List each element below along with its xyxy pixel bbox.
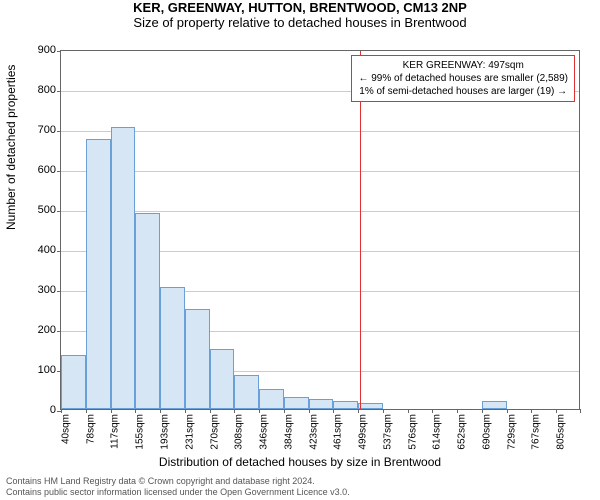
y-tick-label: 900	[26, 44, 56, 56]
x-tick-label: 117sqm	[110, 414, 121, 449]
gridline	[61, 211, 579, 212]
x-tick	[284, 409, 285, 413]
y-tick	[57, 91, 61, 92]
y-tick	[57, 251, 61, 252]
histogram-bar	[358, 403, 383, 409]
footer-attribution: Contains HM Land Registry data © Crown c…	[6, 476, 350, 498]
y-tick-label: 800	[26, 84, 56, 96]
x-tick	[358, 409, 359, 413]
y-axis-label: Number of detached properties	[4, 65, 18, 230]
x-tick-label: 308sqm	[234, 414, 245, 450]
x-tick	[408, 409, 409, 413]
x-tick-label: 805sqm	[556, 414, 567, 450]
x-tick	[457, 409, 458, 413]
annotation-line-3: 1% of semi-detached houses are larger (1…	[358, 85, 568, 98]
histogram-bar	[86, 139, 111, 409]
x-tick	[135, 409, 136, 413]
x-tick-label: 652sqm	[457, 414, 468, 450]
x-tick	[556, 409, 557, 413]
histogram-bar	[284, 397, 309, 409]
x-tick-label: 729sqm	[506, 414, 517, 450]
x-tick	[333, 409, 334, 413]
gridline	[61, 131, 579, 132]
x-tick-label: 231sqm	[184, 414, 195, 450]
x-tick	[580, 409, 581, 413]
histogram-bar	[111, 127, 136, 409]
chart-plot-area: 40sqm78sqm117sqm155sqm193sqm231sqm270sqm…	[60, 50, 580, 410]
gridline	[61, 171, 579, 172]
x-tick	[507, 409, 508, 413]
annotation-line-2: ← 99% of detached houses are smaller (2,…	[358, 72, 568, 85]
x-tick-label: 537sqm	[382, 414, 393, 450]
histogram-bar	[234, 375, 259, 409]
y-tick	[57, 331, 61, 332]
x-tick-label: 155sqm	[135, 414, 146, 450]
annotation-box: KER GREENWAY: 497sqm← 99% of detached ho…	[351, 55, 575, 102]
x-tick-label: 346sqm	[259, 414, 270, 450]
x-tick-label: 423sqm	[308, 414, 319, 450]
x-tick	[383, 409, 384, 413]
y-tick-label: 600	[26, 164, 56, 176]
histogram-bar	[61, 355, 86, 409]
annotation-line-1: KER GREENWAY: 497sqm	[358, 59, 568, 72]
x-tick	[61, 409, 62, 413]
x-tick-label: 384sqm	[283, 414, 294, 450]
x-tick-label: 614sqm	[432, 414, 443, 450]
x-tick	[210, 409, 211, 413]
y-tick	[57, 171, 61, 172]
x-tick-label: 193sqm	[160, 414, 171, 450]
y-tick-label: 0	[26, 404, 56, 416]
x-tick	[432, 409, 433, 413]
x-tick-label: 576sqm	[407, 414, 418, 450]
y-tick-label: 300	[26, 284, 56, 296]
footer-line-2: Contains public sector information licen…	[6, 487, 350, 498]
y-tick-label: 400	[26, 244, 56, 256]
x-tick-label: 767sqm	[531, 414, 542, 450]
y-tick-label: 200	[26, 324, 56, 336]
x-tick-label: 461sqm	[333, 414, 344, 450]
x-tick	[86, 409, 87, 413]
y-tick-label: 100	[26, 364, 56, 376]
histogram-bar	[482, 401, 507, 409]
histogram-bar	[309, 399, 334, 409]
histogram-bar	[185, 309, 210, 409]
x-tick-label: 40sqm	[60, 414, 71, 444]
x-tick	[160, 409, 161, 413]
x-tick-label: 78sqm	[85, 414, 96, 444]
x-axis-label: Distribution of detached houses by size …	[0, 455, 600, 469]
x-tick	[482, 409, 483, 413]
x-tick	[185, 409, 186, 413]
footer-line-1: Contains HM Land Registry data © Crown c…	[6, 476, 350, 487]
chart-title: KER, GREENWAY, HUTTON, BRENTWOOD, CM13 2…	[0, 0, 600, 15]
marker-line	[360, 51, 361, 409]
y-tick	[57, 51, 61, 52]
y-tick	[57, 291, 61, 292]
x-tick	[234, 409, 235, 413]
histogram-bar	[259, 389, 284, 409]
y-tick-label: 700	[26, 124, 56, 136]
histogram-bar	[135, 213, 160, 409]
y-tick-label: 500	[26, 204, 56, 216]
histogram-bar	[333, 401, 358, 409]
chart-subtitle: Size of property relative to detached ho…	[0, 15, 600, 30]
y-tick	[57, 211, 61, 212]
x-tick-label: 499sqm	[358, 414, 369, 450]
x-tick	[531, 409, 532, 413]
x-tick-label: 270sqm	[209, 414, 220, 450]
y-tick	[57, 131, 61, 132]
x-tick-label: 690sqm	[481, 414, 492, 450]
histogram-bar	[160, 287, 185, 409]
x-tick	[309, 409, 310, 413]
histogram-bar	[210, 349, 235, 409]
x-tick	[259, 409, 260, 413]
x-tick	[111, 409, 112, 413]
